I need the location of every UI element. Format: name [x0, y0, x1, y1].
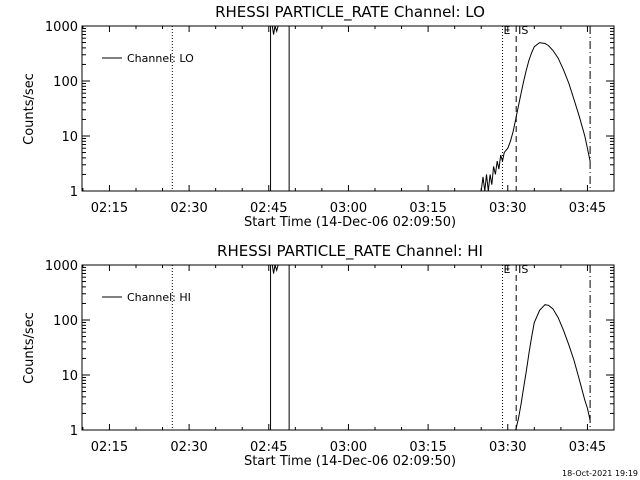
x-tick-label: 02:30	[170, 201, 207, 216]
panel-1: 02:15 02:30 02:45 03:00 03:15 03:30 03:45 1 10 10…	[45, 20, 615, 216]
panel-1-title: RHESSI PARTICLE_RATE Channel: LO	[215, 3, 485, 22]
panel-1-xlabel: Start Time (14-Dec-06 02:09:50)	[244, 215, 456, 230]
x-tick-label: 03:45	[569, 440, 606, 455]
x-tick-label: 03:30	[489, 201, 526, 216]
y-tick-label: 1000	[45, 20, 78, 35]
y-tick-label: 1	[70, 185, 78, 200]
x-tick-label: 03:45	[569, 201, 606, 216]
x-tick-label: 02:15	[91, 440, 128, 455]
y-tick-label: 10	[61, 369, 78, 384]
x-tick-label: 03:30	[489, 440, 526, 455]
panel-1-ylabel: Counts/sec	[22, 73, 37, 145]
series-line-1-part-2	[271, 25, 279, 35]
legend-label: Channel: HI	[127, 291, 191, 304]
series-line-1-part-3	[480, 42, 591, 192]
y-tick-label: 1	[70, 424, 78, 439]
x-tick-label: 02:15	[91, 201, 128, 216]
x-tick-label: 02:45	[250, 201, 287, 216]
y-tick-label: 100	[53, 75, 78, 90]
x-tick-label: 03:15	[409, 201, 446, 216]
series-line-1-part-3	[515, 304, 591, 431]
x-tick-label: 02:45	[250, 440, 287, 455]
x-tick-label: 03:00	[330, 201, 367, 216]
panel-2-title: RHESSI PARTICLE_RATE Channel: HI	[217, 242, 483, 261]
legend-label: Channel: LO	[127, 52, 194, 65]
footer-timestamp: 18-Oct-2021 19:19	[562, 469, 638, 478]
x-tick-label: 03:00	[330, 440, 367, 455]
x-tick-label: 03:15	[409, 440, 446, 455]
annotation-label: E	[503, 24, 510, 37]
panel-2-xlabel: Start Time (14-Dec-06 02:09:50)	[244, 454, 456, 469]
series-line-1-part-2	[271, 264, 279, 274]
annotation-label: IS	[518, 24, 528, 37]
annotation-label: E	[503, 263, 510, 276]
y-tick-label: 100	[53, 314, 78, 329]
annotation-label: IS	[518, 263, 528, 276]
y-tick-label: 1000	[45, 259, 78, 274]
x-tick-label: 02:30	[170, 440, 207, 455]
y-tick-label: 10	[61, 130, 78, 145]
panel-2: 02:15 02:30 02:45 03:00 03:15 03:30 03:45 1 10 10…	[45, 259, 615, 455]
panel-2-ylabel: Counts/sec	[22, 312, 37, 384]
